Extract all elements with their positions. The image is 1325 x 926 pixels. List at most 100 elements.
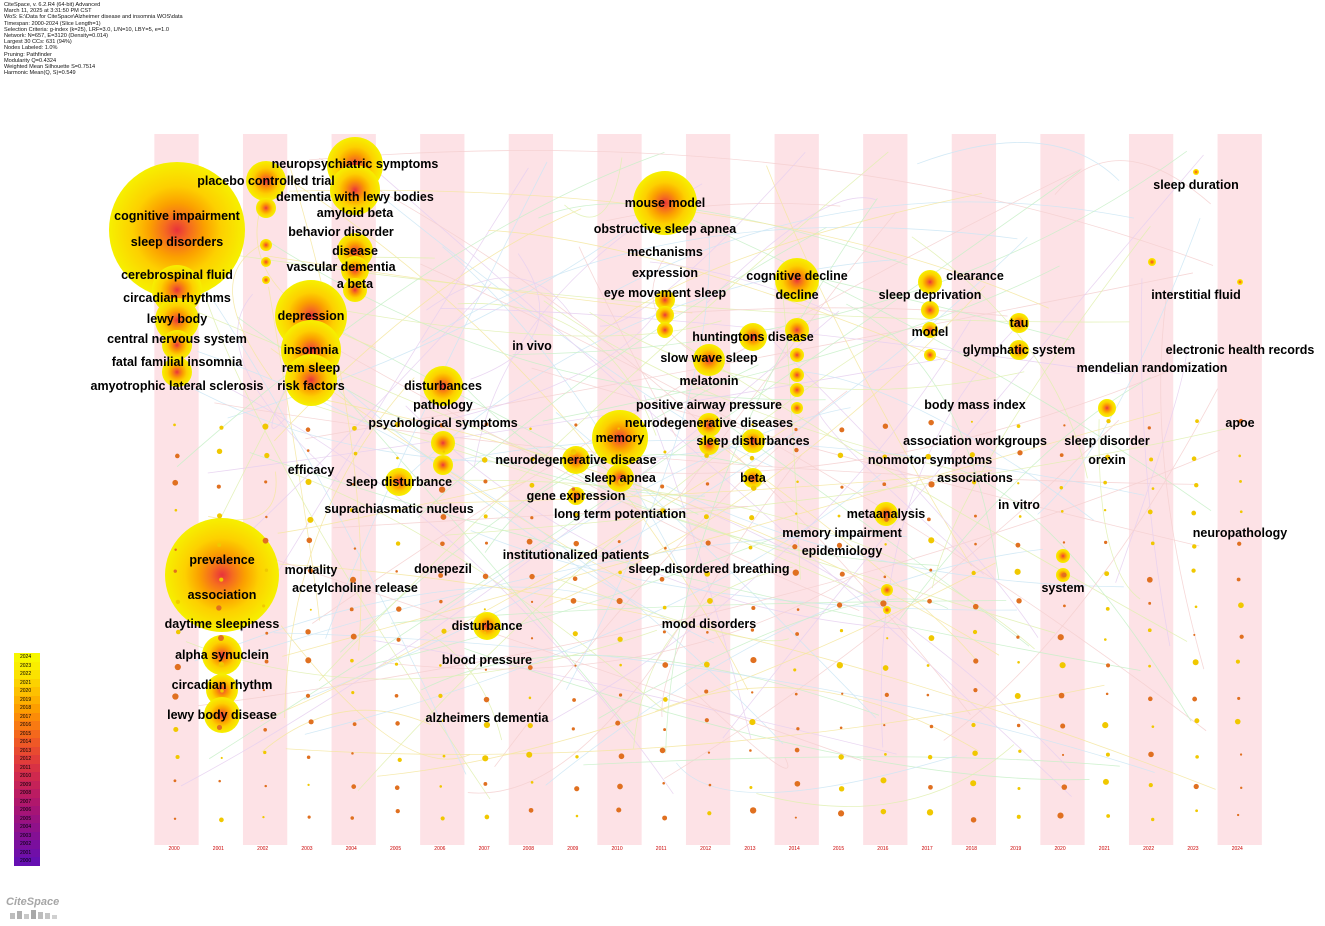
minor-node-dot[interactable] xyxy=(217,542,222,547)
minor-node-dot[interactable] xyxy=(571,727,575,731)
minor-node-dot[interactable] xyxy=(1105,454,1111,460)
minor-node-dot[interactable] xyxy=(396,456,399,460)
minor-node-dot[interactable] xyxy=(1103,480,1107,485)
minor-node-dot[interactable] xyxy=(1148,751,1154,758)
minor-node-dot[interactable] xyxy=(216,484,221,489)
minor-node-dot[interactable] xyxy=(659,576,665,582)
minor-node-dot[interactable] xyxy=(1063,424,1066,427)
keyword-node-circle[interactable] xyxy=(262,276,270,284)
minor-node-dot[interactable] xyxy=(441,628,447,634)
minor-node-dot[interactable] xyxy=(1061,572,1067,578)
minor-node-dot[interactable] xyxy=(706,631,709,634)
minor-node-dot[interactable] xyxy=(794,447,799,453)
minor-node-dot[interactable] xyxy=(530,456,535,462)
minor-node-dot[interactable] xyxy=(216,448,223,455)
minor-node-dot[interactable] xyxy=(394,693,399,698)
minor-node-dot[interactable] xyxy=(618,693,623,697)
minor-node-dot[interactable] xyxy=(971,570,976,576)
minor-node-dot[interactable] xyxy=(703,661,710,668)
minor-node-dot[interactable] xyxy=(572,631,578,637)
minor-node-dot[interactable] xyxy=(615,720,621,726)
minor-node-dot[interactable] xyxy=(1148,664,1152,668)
keyword-node-circle[interactable] xyxy=(162,330,192,360)
minor-node-dot[interactable] xyxy=(618,451,623,456)
minor-node-dot[interactable] xyxy=(484,668,488,671)
minor-node-dot[interactable] xyxy=(659,747,666,754)
minor-node-dot[interactable] xyxy=(882,454,887,460)
minor-node-dot[interactable] xyxy=(438,573,444,578)
minor-node-dot[interactable] xyxy=(575,814,579,818)
minor-node-dot[interactable] xyxy=(795,632,800,636)
minor-node-dot[interactable] xyxy=(1236,577,1241,582)
keyword-node-circle[interactable] xyxy=(423,366,463,406)
minor-node-dot[interactable] xyxy=(219,577,224,582)
minor-node-dot[interactable] xyxy=(750,628,755,632)
minor-node-dot[interactable] xyxy=(574,664,577,667)
keyword-node-circle[interactable] xyxy=(924,349,936,361)
minor-node-dot[interactable] xyxy=(218,779,221,783)
minor-node-dot[interactable] xyxy=(439,664,442,667)
minor-node-dot[interactable] xyxy=(1061,784,1068,790)
minor-node-dot[interactable] xyxy=(880,777,887,784)
keyword-node-circle[interactable] xyxy=(881,584,893,596)
minor-node-dot[interactable] xyxy=(841,692,844,695)
minor-node-dot[interactable] xyxy=(574,786,580,792)
minor-node-dot[interactable] xyxy=(1194,483,1199,488)
minor-node-dot[interactable] xyxy=(351,482,355,486)
minor-node-dot[interactable] xyxy=(481,457,488,463)
minor-node-dot[interactable] xyxy=(173,423,176,427)
minor-node-dot[interactable] xyxy=(173,726,179,733)
minor-node-dot[interactable] xyxy=(483,721,491,729)
minor-node-dot[interactable] xyxy=(1237,541,1242,546)
keyword-node-circle[interactable] xyxy=(202,635,242,675)
minor-node-dot[interactable] xyxy=(880,808,887,815)
minor-node-dot[interactable] xyxy=(1238,454,1242,458)
minor-node-dot[interactable] xyxy=(928,635,935,641)
minor-node-dot[interactable] xyxy=(438,486,446,493)
minor-node-dot[interactable] xyxy=(529,573,535,580)
minor-node-dot[interactable] xyxy=(882,482,887,487)
minor-node-dot[interactable] xyxy=(395,721,400,726)
keyword-node-circle[interactable] xyxy=(785,318,809,342)
minor-node-dot[interactable] xyxy=(1017,450,1023,456)
minor-node-dot[interactable] xyxy=(616,807,622,813)
minor-node-dot[interactable] xyxy=(1105,692,1109,696)
minor-node-dot[interactable] xyxy=(174,508,178,512)
minor-node-dot[interactable] xyxy=(262,688,265,692)
minor-node-dot[interactable] xyxy=(1191,456,1197,462)
minor-node-dot[interactable] xyxy=(1148,782,1153,788)
minor-node-dot[interactable] xyxy=(970,780,977,787)
minor-node-dot[interactable] xyxy=(172,693,179,700)
minor-node-dot[interactable] xyxy=(1192,659,1199,666)
minor-node-dot[interactable] xyxy=(308,568,313,574)
minor-node-dot[interactable] xyxy=(1061,753,1065,757)
minor-node-dot[interactable] xyxy=(1059,453,1064,457)
minor-node-dot[interactable] xyxy=(528,696,532,700)
minor-node-dot[interactable] xyxy=(796,608,800,611)
minor-node-dot[interactable] xyxy=(1017,786,1021,790)
minor-node-dot[interactable] xyxy=(794,747,800,753)
minor-node-dot[interactable] xyxy=(439,599,443,604)
minor-node-dot[interactable] xyxy=(1151,487,1155,490)
minor-node-dot[interactable] xyxy=(970,817,977,823)
minor-node-dot[interactable] xyxy=(263,750,267,755)
minor-node-dot[interactable] xyxy=(749,786,753,790)
keyword-node-circle[interactable] xyxy=(741,429,765,453)
minor-node-dot[interactable] xyxy=(1147,628,1152,633)
minor-node-dot[interactable] xyxy=(972,603,979,610)
minor-node-dot[interactable] xyxy=(483,631,487,634)
minor-node-dot[interactable] xyxy=(971,722,976,728)
minor-node-dot[interactable] xyxy=(175,629,181,635)
minor-node-dot[interactable] xyxy=(482,755,489,762)
minor-node-dot[interactable] xyxy=(886,637,889,640)
minor-node-dot[interactable] xyxy=(174,548,177,551)
minor-node-dot[interactable] xyxy=(483,608,486,611)
minor-node-dot[interactable] xyxy=(217,513,223,519)
minor-node-dot[interactable] xyxy=(572,698,576,702)
minor-node-dot[interactable] xyxy=(836,662,843,669)
minor-node-dot[interactable] xyxy=(352,425,357,431)
minor-node-dot[interactable] xyxy=(526,751,533,758)
minor-node-dot[interactable] xyxy=(1146,576,1153,583)
minor-node-dot[interactable] xyxy=(483,782,488,786)
minor-node-dot[interactable] xyxy=(349,607,354,612)
